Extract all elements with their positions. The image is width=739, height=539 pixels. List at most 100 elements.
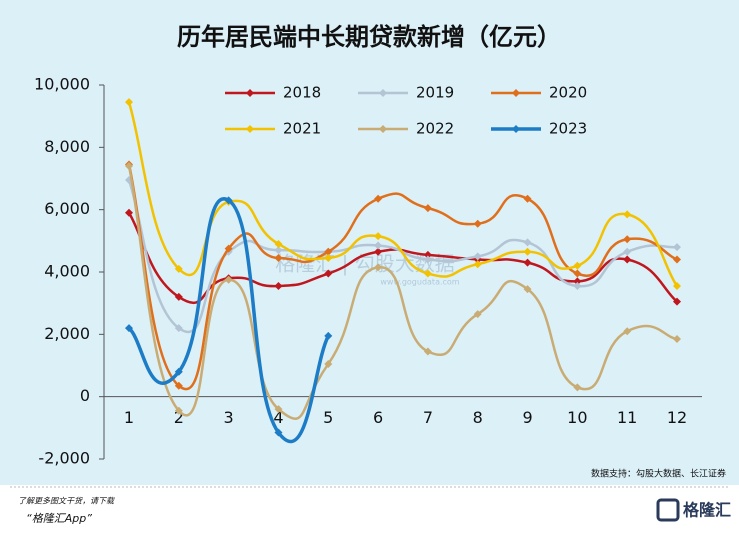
point-marker	[573, 269, 582, 278]
legend-label: 2020	[549, 84, 587, 102]
point-marker	[423, 255, 432, 264]
logo: 格隆汇	[683, 501, 731, 520]
x-tick-label: 11	[617, 408, 637, 427]
y-tick-label: 10,000	[34, 75, 90, 94]
x-tick-label: 8	[473, 408, 483, 427]
point-marker	[374, 194, 383, 203]
point-marker	[523, 285, 532, 294]
watermark-url: www.gogudata.com	[380, 278, 459, 287]
x-tick-label: 3	[224, 408, 234, 427]
point-marker	[423, 347, 432, 356]
point-marker	[473, 252, 482, 261]
point-marker	[174, 264, 183, 273]
point-marker	[174, 381, 183, 390]
x-tick-label: 1	[124, 408, 134, 427]
x-tick-label: 2	[174, 408, 184, 427]
point-marker	[673, 243, 681, 252]
footer-note: 了解更多图文干货，请下载	[18, 497, 115, 506]
legend-label: 2023	[549, 120, 587, 138]
point-marker	[174, 406, 183, 415]
point-marker	[374, 247, 383, 256]
point-marker	[224, 275, 233, 284]
point-marker	[573, 383, 582, 392]
point-marker	[125, 98, 133, 107]
legend-label: 2018	[283, 84, 321, 102]
point-marker	[673, 282, 681, 291]
y-tick-label: 0	[80, 386, 90, 405]
point-marker	[224, 244, 233, 253]
series-line	[127, 197, 330, 444]
y-tick-label: 2,000	[44, 324, 90, 343]
y-tick-label: 4,000	[44, 262, 90, 281]
point-marker	[523, 194, 532, 203]
point-marker	[623, 235, 632, 244]
point-marker	[573, 277, 582, 286]
footer-bg	[0, 485, 739, 539]
point-marker	[274, 428, 283, 437]
legend-label: 2019	[416, 84, 454, 102]
point-marker	[274, 405, 283, 414]
point-marker	[324, 331, 333, 340]
point-marker	[473, 260, 482, 269]
y-tick-label: 6,000	[44, 199, 90, 218]
point-marker	[125, 324, 133, 333]
legend-marker	[246, 89, 254, 97]
legend-marker	[246, 125, 254, 133]
point-marker	[523, 247, 532, 256]
legend-label: 2022	[416, 120, 454, 138]
point-marker	[274, 253, 283, 262]
y-tick-label: -2,000	[38, 449, 90, 468]
x-tick-label: 5	[323, 408, 333, 427]
point-marker	[174, 324, 183, 333]
point-marker	[523, 258, 532, 267]
chart-title: 历年居民端中长期贷款新增（亿元）	[177, 23, 561, 51]
x-tick-label: 12	[667, 408, 687, 427]
point-marker	[374, 241, 383, 250]
x-tick-label: 7	[423, 408, 433, 427]
point-marker	[573, 261, 582, 270]
point-marker	[324, 359, 333, 368]
point-marker	[423, 204, 432, 213]
y-tick-label: 8,000	[44, 137, 90, 156]
point-marker	[623, 247, 632, 256]
point-marker	[623, 210, 632, 219]
point-marker	[174, 367, 183, 376]
source-note: 数据支持：勾股大数据、长江证券	[591, 468, 726, 480]
x-tick-label: 4	[273, 408, 283, 427]
point-marker	[623, 255, 632, 264]
point-marker	[125, 208, 133, 217]
x-tick-label: 9	[522, 408, 532, 427]
point-marker	[324, 247, 333, 256]
point-marker	[224, 196, 233, 205]
series-line	[127, 101, 679, 287]
legend-marker	[512, 125, 520, 133]
point-marker	[573, 282, 582, 291]
point-marker	[673, 335, 681, 344]
logo-icon	[656, 498, 680, 522]
point-marker	[374, 232, 383, 241]
point-marker	[324, 269, 333, 278]
point-marker	[374, 263, 383, 272]
point-marker	[324, 253, 333, 262]
legend-marker	[379, 89, 387, 97]
point-marker	[473, 219, 482, 228]
legend-marker	[379, 125, 387, 133]
point-marker	[523, 238, 532, 247]
point-marker	[423, 250, 432, 259]
point-marker	[125, 162, 133, 171]
footer-app: “格隆汇App”	[26, 512, 92, 525]
point-marker	[274, 246, 283, 255]
x-tick-label: 10	[567, 408, 587, 427]
point-marker	[623, 327, 632, 336]
legend-label: 2021	[283, 120, 321, 138]
point-marker	[423, 269, 432, 278]
point-marker	[673, 297, 681, 306]
point-marker	[473, 310, 482, 319]
point-marker	[174, 292, 183, 301]
point-marker	[274, 239, 283, 248]
legend-marker	[512, 89, 520, 97]
point-marker	[274, 282, 283, 291]
x-tick-label: 6	[373, 408, 383, 427]
point-marker	[673, 255, 681, 264]
